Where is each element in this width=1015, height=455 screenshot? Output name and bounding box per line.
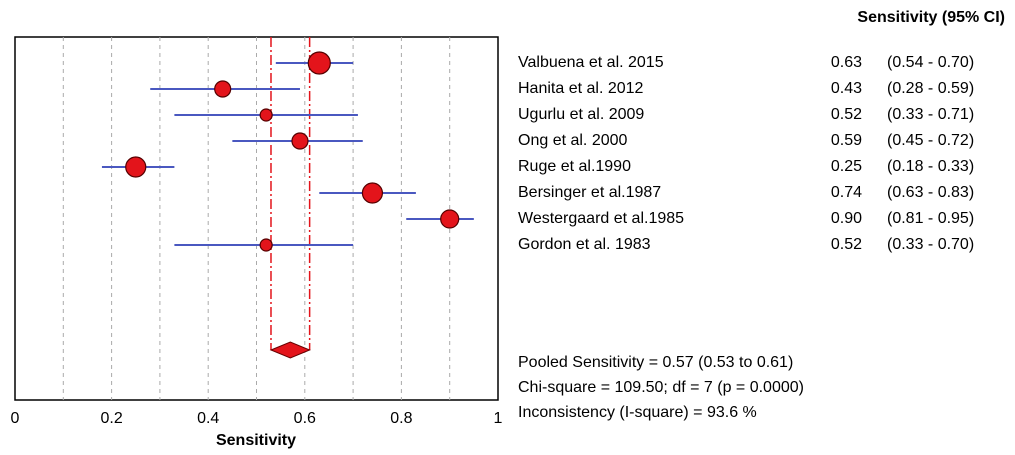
x-tick-label: 0.4 bbox=[197, 410, 219, 427]
study-label: Ruge et al.1990 bbox=[518, 158, 631, 175]
point-marker bbox=[214, 80, 232, 98]
x-tick-label: 0.6 bbox=[294, 410, 316, 427]
value-label: 0.52 bbox=[831, 236, 862, 253]
ci-label: (0.63 - 0.83) bbox=[887, 184, 974, 201]
x-tick-label: 0.2 bbox=[100, 410, 122, 427]
study-label: Bersinger et al.1987 bbox=[518, 184, 661, 201]
x-axis-title: Sensitivity bbox=[216, 432, 296, 449]
point-marker bbox=[259, 238, 273, 252]
value-label: 0.52 bbox=[831, 106, 862, 123]
annotation: Chi-square = 109.50; df = 7 (p = 0.0000) bbox=[518, 379, 804, 396]
point-marker bbox=[440, 209, 460, 229]
ci-label: (0.45 - 0.72) bbox=[887, 132, 974, 149]
x-tick-label: 0.8 bbox=[390, 410, 412, 427]
point-marker bbox=[291, 132, 309, 150]
annotation: Pooled Sensitivity = 0.57 (0.53 to 0.61) bbox=[518, 354, 793, 371]
study-label: Ugurlu et al. 2009 bbox=[518, 106, 644, 123]
point-marker bbox=[361, 182, 384, 204]
value-label: 0.25 bbox=[831, 158, 862, 175]
value-label: 0.43 bbox=[831, 80, 862, 97]
x-tick-label: 0 bbox=[11, 410, 20, 427]
study-label: Westergaard et al.1985 bbox=[518, 210, 684, 227]
value-label: 0.90 bbox=[831, 210, 862, 227]
ci-label: (0.54 - 0.70) bbox=[887, 54, 974, 71]
ci-label: (0.18 - 0.33) bbox=[887, 158, 974, 175]
x-tick-label: 1 bbox=[494, 410, 503, 427]
point-marker bbox=[259, 108, 273, 122]
value-label: 0.63 bbox=[831, 54, 862, 71]
value-label: 0.74 bbox=[831, 184, 862, 201]
study-label: Ong et al. 2000 bbox=[518, 132, 628, 149]
pooled-diamond bbox=[269, 341, 311, 359]
annotation: Inconsistency (I-square) = 93.6 % bbox=[518, 404, 757, 421]
value-label: 0.59 bbox=[831, 132, 862, 149]
point-marker bbox=[307, 51, 331, 75]
ci-label: (0.81 - 0.95) bbox=[887, 210, 974, 227]
study-label: Gordon et al. 1983 bbox=[518, 236, 651, 253]
study-label: Valbuena et al. 2015 bbox=[518, 54, 664, 71]
ci-label: (0.28 - 0.59) bbox=[887, 80, 974, 97]
point-marker bbox=[125, 156, 147, 178]
ci-label: (0.33 - 0.71) bbox=[887, 106, 974, 123]
column-header: Sensitivity (95% CI) bbox=[857, 9, 1005, 26]
ci-label: (0.33 - 0.70) bbox=[887, 236, 974, 253]
study-label: Hanita et al. 2012 bbox=[518, 80, 644, 97]
